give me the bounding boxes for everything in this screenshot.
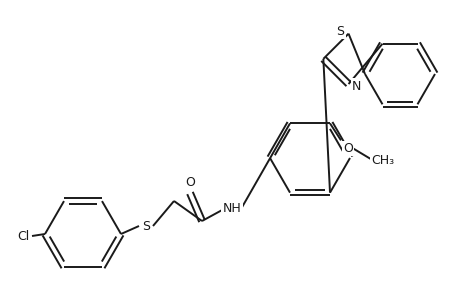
Text: N: N (352, 80, 361, 92)
Text: O: O (185, 177, 195, 189)
Text: NH: NH (223, 203, 241, 215)
Text: Cl: Cl (17, 230, 29, 242)
Text: CH₃: CH₃ (371, 154, 394, 167)
Text: O: O (343, 142, 353, 155)
Text: S: S (142, 219, 150, 233)
Text: S: S (337, 25, 344, 38)
